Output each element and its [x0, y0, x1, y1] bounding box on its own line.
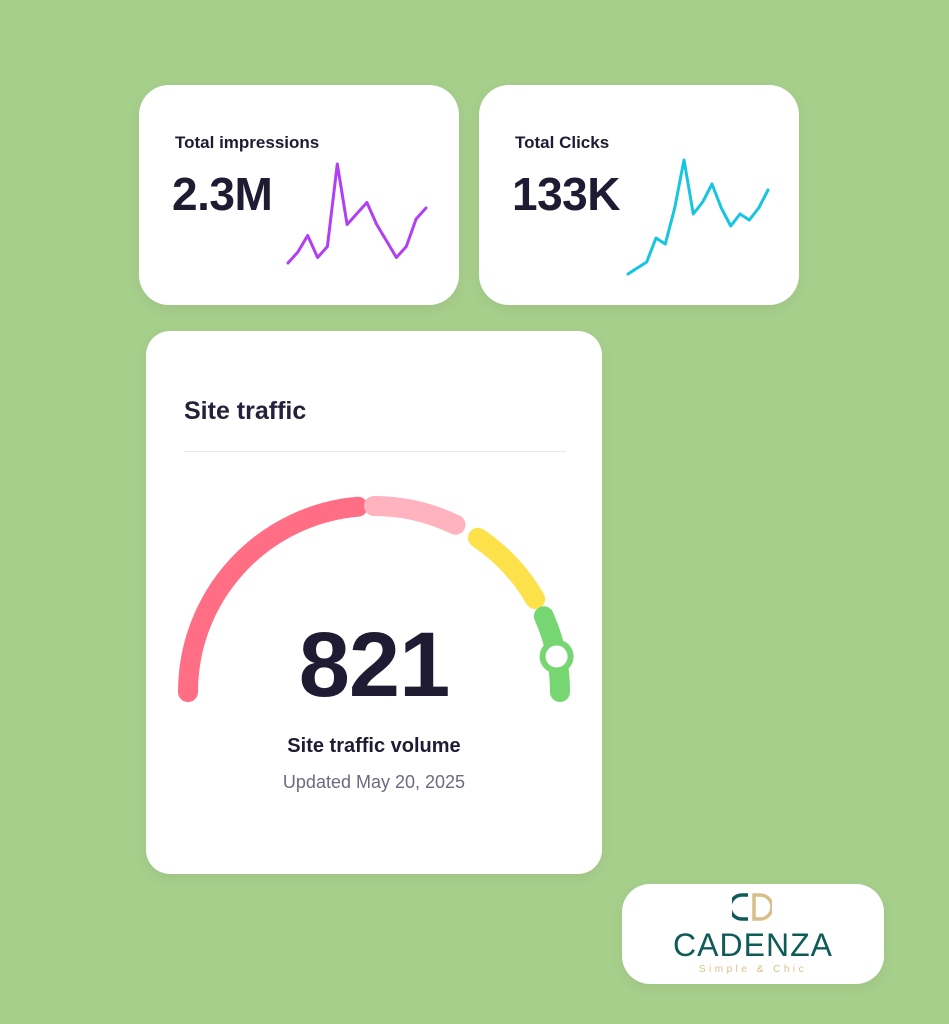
sparkline-trend-line: [286, 162, 428, 265]
gauge-segment-yellow: [468, 527, 546, 609]
traffic-gauge: [178, 496, 574, 702]
traffic-caption: Site traffic volume: [287, 735, 461, 757]
brand-logo-card: CADENZA Simple & Chic: [622, 884, 884, 984]
clicks-sparkline: [626, 158, 770, 276]
gauge-indicator-knob: [539, 639, 574, 674]
brand-tagline: Simple & Chic: [698, 964, 808, 975]
logo-c-shape: [732, 893, 748, 921]
sparkline-trend-line: [626, 158, 770, 276]
impressions-card: Total impressions 2.3M: [139, 85, 459, 305]
traffic-updated-date: Updated May 20, 2025: [282, 772, 466, 792]
site-traffic-card: Site traffic 821 Site traffic volume Upd…: [146, 331, 602, 874]
gauge-segment-red: [178, 496, 368, 702]
clicks-card: Total Clicks 133K: [479, 85, 799, 305]
traffic-value: 821: [298, 614, 451, 716]
divider: [184, 451, 566, 452]
gauge-segment-pink: [364, 496, 466, 535]
clicks-value: 133K: [512, 168, 620, 220]
impressions-value: 2.3M: [172, 168, 273, 220]
logo-d-shape: [752, 893, 772, 921]
clicks-label: Total Clicks: [515, 133, 610, 152]
cadenza-logo-icon: [732, 893, 772, 921]
site-traffic-title: Site traffic: [184, 397, 307, 425]
impressions-sparkline: [286, 162, 428, 265]
brand-name: CADENZA: [673, 927, 833, 963]
impressions-label: Total impressions: [175, 133, 320, 152]
